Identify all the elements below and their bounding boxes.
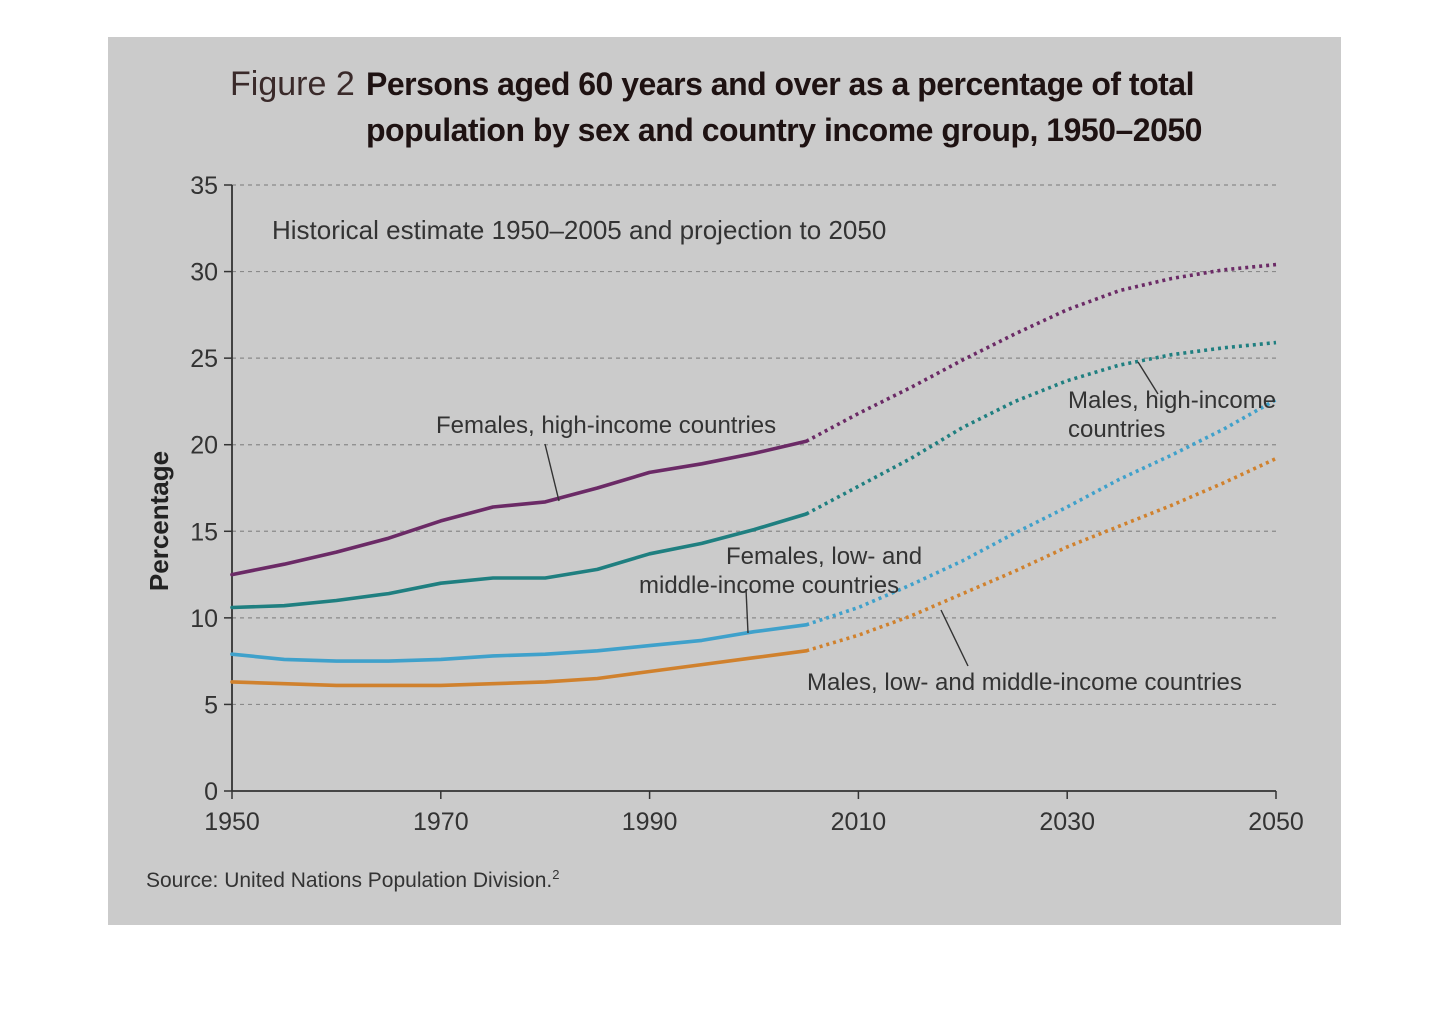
annotation-females-low-line1: Females, low- and xyxy=(726,543,922,570)
leader-males-low xyxy=(940,609,969,667)
y-tick-label-35: 35 xyxy=(190,172,218,200)
x-tick-label-2030: 2030 xyxy=(1039,808,1095,836)
x-tick-label-2050: 2050 xyxy=(1248,808,1304,836)
leader-males-high xyxy=(1137,361,1159,395)
annotation-males-high-line1: Males, high-income xyxy=(1068,387,1276,414)
series-1-projection-line xyxy=(805,340,1277,516)
x-tick-label-1950: 1950 xyxy=(204,808,260,836)
annotation-males-high-line2: countries xyxy=(1068,416,1165,443)
tick-labels: 0 5 10 15 20 25 30 35 1950 1970 1990 2010 2030 2050 xyxy=(190,172,1304,836)
y-tick-label-20: 20 xyxy=(190,432,218,460)
y-tick-label-10: 10 xyxy=(190,605,218,633)
series-2-historical-line xyxy=(230,622,809,663)
leader-females-high xyxy=(544,443,560,502)
x-tick-label-1990: 1990 xyxy=(622,808,678,836)
annotation-leaders xyxy=(544,361,1159,667)
series-1-historical-line xyxy=(230,512,809,610)
line-chart: Figure 2 Persons aged 60 years and over … xyxy=(144,65,1304,892)
series-3-projection-line xyxy=(805,456,1277,653)
annotation-females-low-line2: middle-income countries xyxy=(639,572,899,599)
series-0-projection-line xyxy=(805,262,1277,443)
leader-females-low xyxy=(745,588,749,634)
figure-number: Figure 2 xyxy=(230,65,355,103)
annotation-females-high: Females, high-income countries xyxy=(436,412,776,439)
series-0-historical-line xyxy=(230,439,809,577)
y-tick-label-30: 30 xyxy=(190,259,218,287)
y-tick-label-15: 15 xyxy=(190,518,218,546)
source-note: Source: United Nations Population Divisi… xyxy=(146,867,559,892)
source-superscript: 2 xyxy=(552,867,559,882)
figure-panel: Figure 2 Persons aged 60 years and over … xyxy=(108,37,1341,925)
y-tick-label-0: 0 xyxy=(204,778,218,806)
y-tick-label-25: 25 xyxy=(190,345,218,373)
series-3-historical-line xyxy=(230,648,809,688)
source-text: Source: United Nations Population Divisi… xyxy=(146,869,552,892)
y-axis-label: Percentage xyxy=(144,451,174,591)
chart-subtitle: Historical estimate 1950–2005 and projec… xyxy=(272,215,886,245)
chart-title-line2: population by sex and country income gro… xyxy=(366,112,1202,148)
annotation-males-low: Males, low- and middle-income countries xyxy=(807,669,1242,696)
x-tick-label-1970: 1970 xyxy=(413,808,469,836)
grid-lines xyxy=(232,184,1276,706)
series-lines xyxy=(230,262,1277,688)
chart-title-line1: Persons aged 60 years and over as a perc… xyxy=(366,66,1194,102)
y-tick-label-5: 5 xyxy=(204,691,218,719)
axes xyxy=(224,184,1277,799)
x-tick-label-2010: 2010 xyxy=(831,808,887,836)
